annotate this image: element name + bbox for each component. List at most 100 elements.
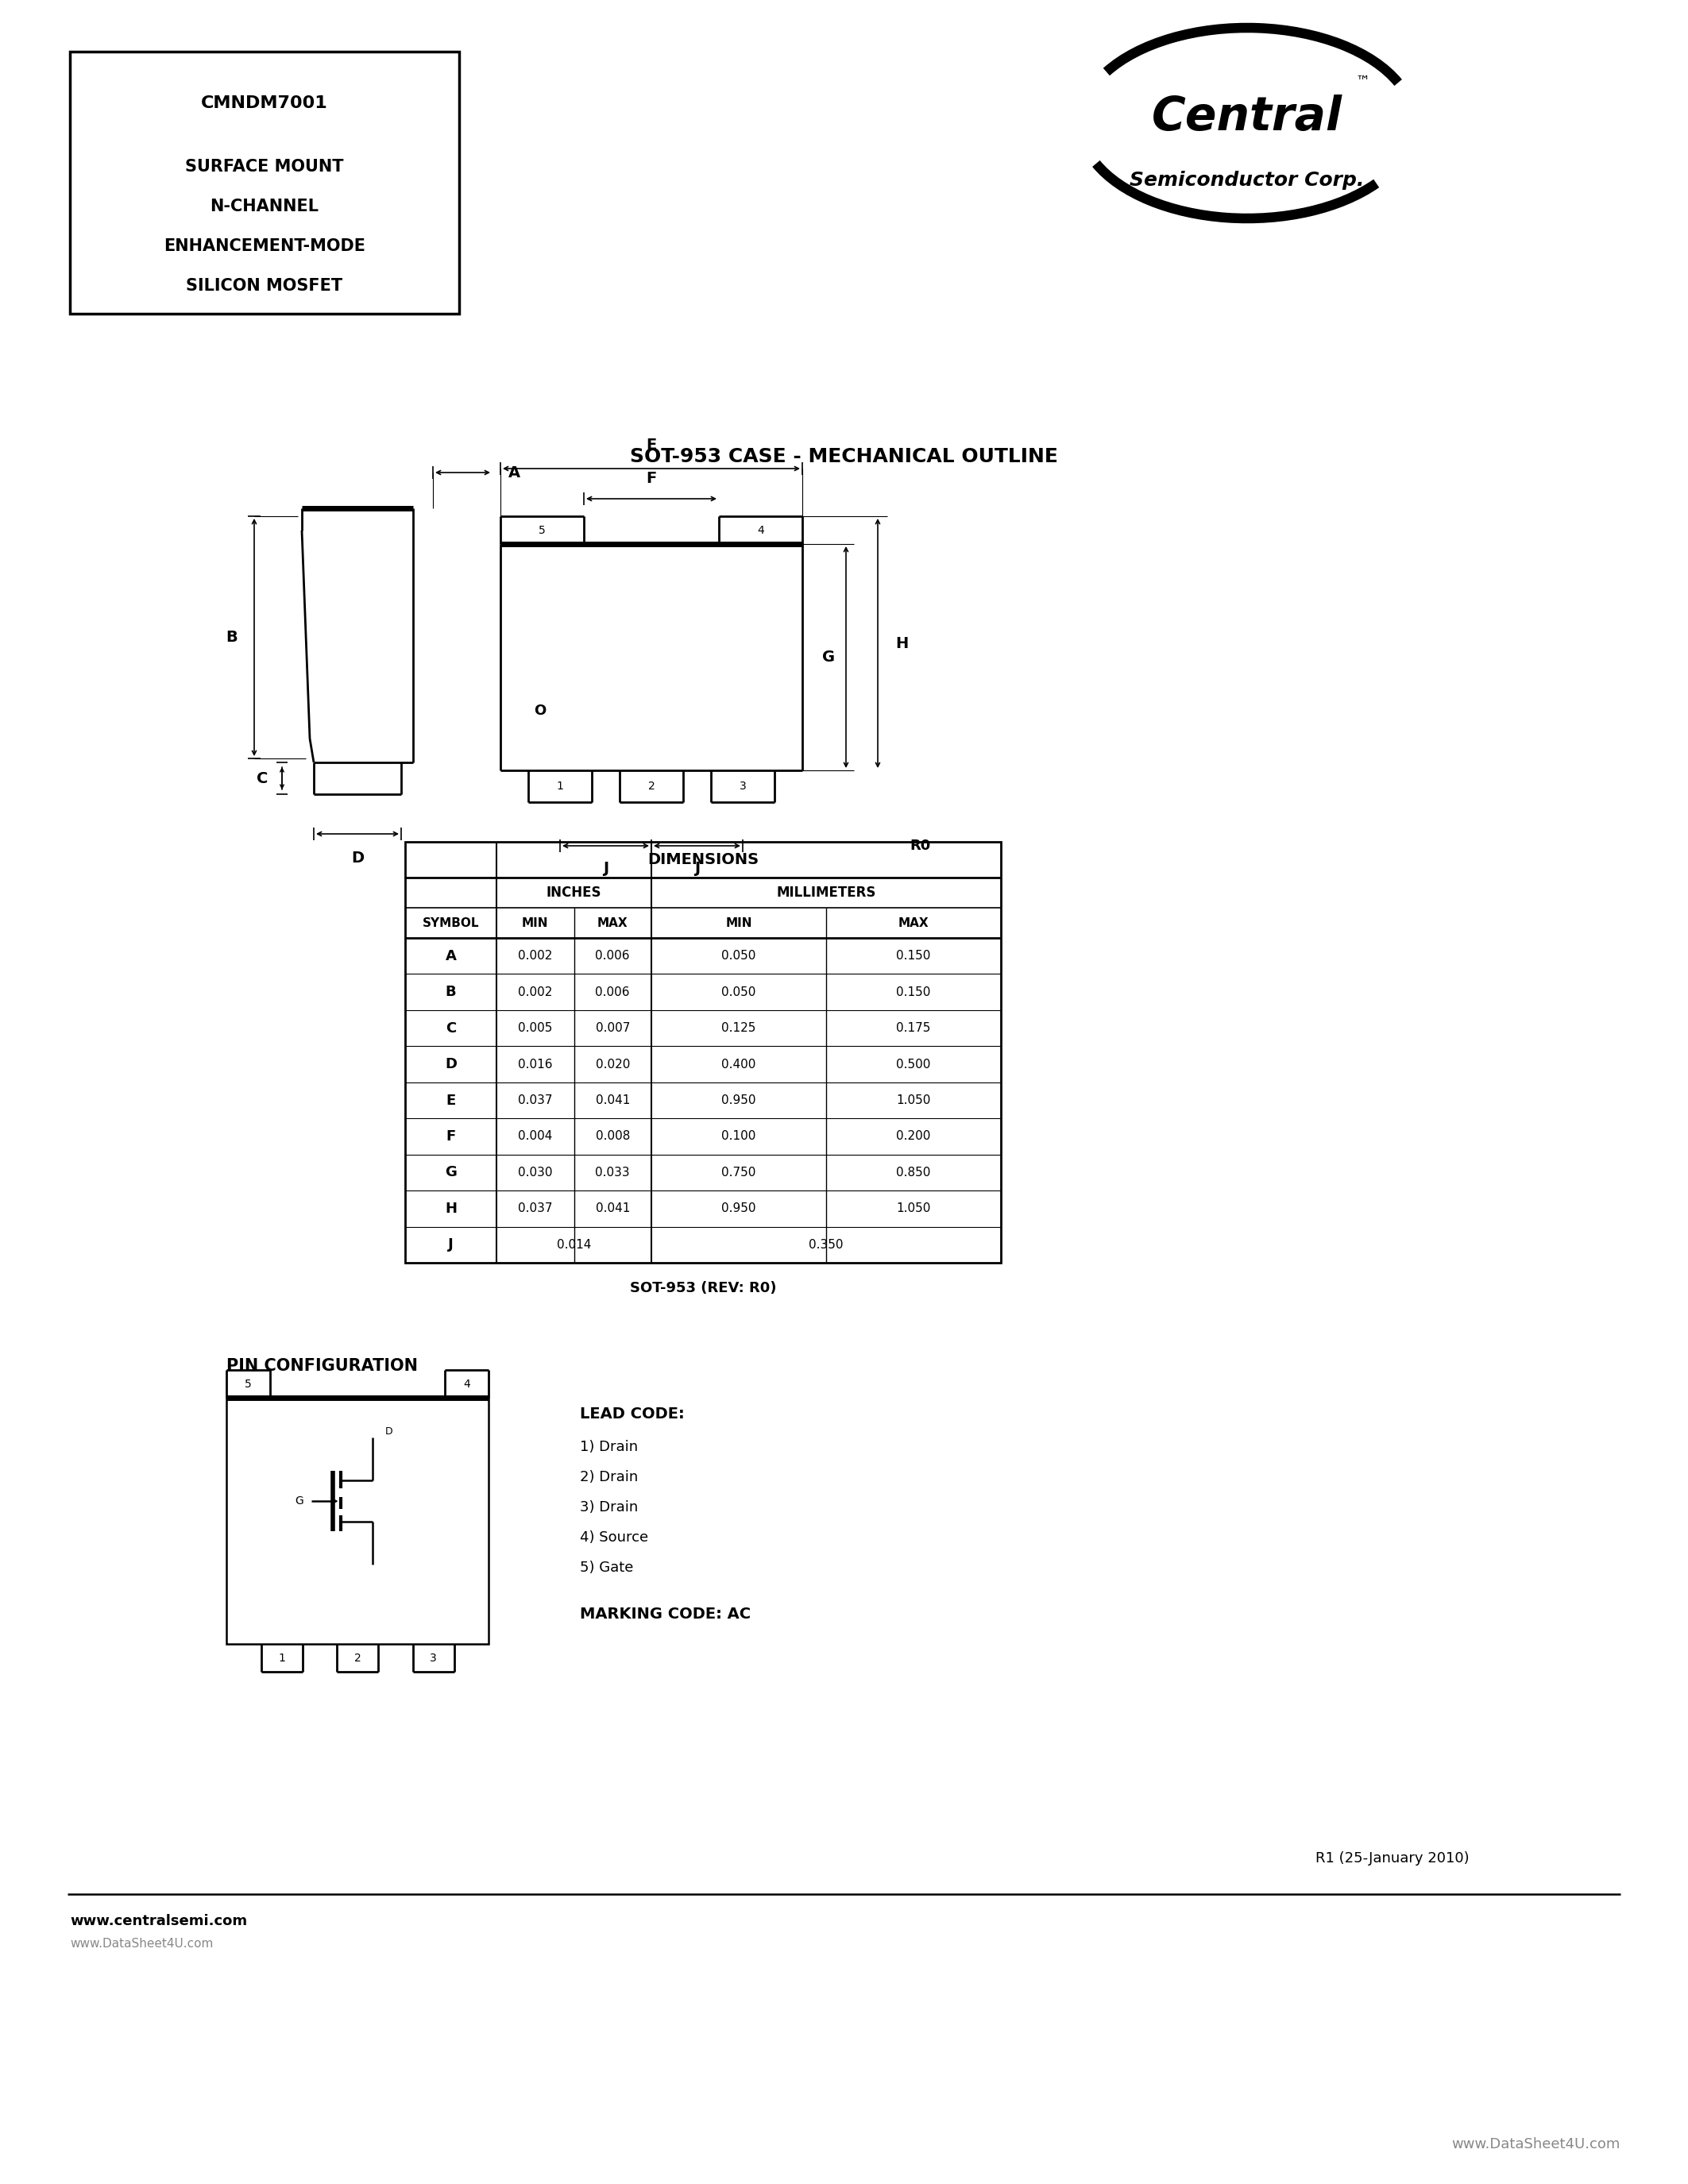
Text: 4) Source: 4) Source [581,1531,648,1544]
Text: J: J [694,860,701,876]
Text: Central: Central [1151,94,1342,140]
Text: MAX: MAX [598,917,628,928]
Text: LEAD CODE:: LEAD CODE: [581,1406,685,1422]
Text: MIN: MIN [726,917,753,928]
Text: www.DataSheet4U.com: www.DataSheet4U.com [69,1937,213,1950]
Text: 4: 4 [758,524,765,535]
Text: 0.050: 0.050 [721,987,756,998]
Text: 0.005: 0.005 [518,1022,552,1033]
Bar [69,52,459,314]
Text: 0.016: 0.016 [518,1059,552,1070]
Text: G: G [446,1166,457,1179]
Text: 2: 2 [354,1653,361,1664]
Text: D: D [385,1426,393,1437]
Text: 0.150: 0.150 [896,987,930,998]
Text: 0.037: 0.037 [518,1203,552,1214]
Text: MARKING CODE: AC: MARKING CODE: AC [581,1605,751,1621]
Text: SOT-953 CASE - MECHANICAL OUTLINE: SOT-953 CASE - MECHANICAL OUTLINE [630,448,1058,465]
Text: 0.175: 0.175 [896,1022,930,1033]
Text: 3) Drain: 3) Drain [581,1500,638,1514]
Text: 0.006: 0.006 [596,950,630,961]
Text: F: F [647,470,657,485]
Text: CMNDM7001: CMNDM7001 [201,96,327,111]
Text: 3: 3 [430,1653,437,1664]
Text: 0.150: 0.150 [896,950,930,961]
Text: J: J [603,860,608,876]
Text: INCHES: INCHES [547,885,601,900]
Text: SOT-953 (REV: R0): SOT-953 (REV: R0) [630,1282,776,1295]
Text: SURFACE MOUNT: SURFACE MOUNT [186,159,344,175]
Text: N-CHANNEL: N-CHANNEL [209,199,319,214]
Text: G: G [295,1496,304,1507]
Text: 0.020: 0.020 [596,1059,630,1070]
Text: PIN CONFIGURATION: PIN CONFIGURATION [226,1358,419,1374]
Text: 2: 2 [648,780,655,793]
Text: 5: 5 [245,1378,252,1389]
Text: 0.050: 0.050 [721,950,756,961]
Text: 2) Drain: 2) Drain [581,1470,638,1485]
Text: J: J [447,1238,454,1251]
Text: A: A [508,465,520,480]
Text: 0.008: 0.008 [596,1131,630,1142]
Text: 0.500: 0.500 [896,1059,930,1070]
Text: 0.200: 0.200 [896,1131,930,1142]
Text: 0.950: 0.950 [721,1203,756,1214]
Text: 1.050: 1.050 [896,1203,930,1214]
Text: D: D [351,850,365,865]
Text: 3: 3 [739,780,746,793]
Text: 0.041: 0.041 [596,1094,630,1107]
Text: www.DataSheet4U.com: www.DataSheet4U.com [1452,2138,1620,2151]
Text: H: H [446,1201,457,1216]
Text: O: O [533,703,547,719]
Text: 1.050: 1.050 [896,1094,930,1107]
Text: 0.007: 0.007 [596,1022,630,1033]
Text: 0.033: 0.033 [596,1166,630,1179]
Text: 0.125: 0.125 [721,1022,756,1033]
Text: 0.030: 0.030 [518,1166,552,1179]
Text: 1: 1 [279,1653,285,1664]
Text: R1 (25-January 2010): R1 (25-January 2010) [1315,1852,1470,1865]
Text: 0.100: 0.100 [721,1131,756,1142]
Text: 0.400: 0.400 [721,1059,756,1070]
Text: 0.850: 0.850 [896,1166,930,1179]
Text: G: G [822,649,836,664]
Text: 0.006: 0.006 [596,987,630,998]
Text: MAX: MAX [898,917,928,928]
Text: B: B [226,629,238,644]
Text: SYMBOL: SYMBOL [422,917,479,928]
Text: 0.037: 0.037 [518,1094,552,1107]
Bar [405,841,1001,1262]
Text: 0.002: 0.002 [518,950,552,961]
Text: C: C [257,771,268,786]
Text: DIMENSIONS: DIMENSIONS [648,852,758,867]
Text: MIN: MIN [522,917,549,928]
Text: D: D [446,1057,457,1072]
Text: 0.750: 0.750 [721,1166,756,1179]
Text: 4: 4 [463,1378,471,1389]
Text: 0.002: 0.002 [518,987,552,998]
Text: E: E [446,1094,456,1107]
Text: 1: 1 [557,780,564,793]
Text: A: A [446,948,456,963]
Text: B: B [446,985,456,1000]
Text: 0.014: 0.014 [557,1238,591,1251]
Text: E: E [647,437,657,452]
Text: 5) Gate: 5) Gate [581,1562,633,1575]
Text: R0: R0 [910,839,930,854]
Text: 0.350: 0.350 [809,1238,844,1251]
Text: F: F [446,1129,456,1144]
Text: MILLIMETERS: MILLIMETERS [776,885,876,900]
Text: C: C [446,1020,456,1035]
Text: 5: 5 [538,524,545,535]
Bar [226,1398,488,1645]
Text: 0.950: 0.950 [721,1094,756,1107]
Text: www.centralsemi.com: www.centralsemi.com [69,1913,246,1928]
Text: ENHANCEMENT-MODE: ENHANCEMENT-MODE [164,238,365,253]
Text: 0.004: 0.004 [518,1131,552,1142]
Text: H: H [895,636,908,651]
Text: Semiconductor Corp.: Semiconductor Corp. [1129,170,1364,190]
Text: SILICON MOSFET: SILICON MOSFET [186,277,343,295]
Text: 0.041: 0.041 [596,1203,630,1214]
Text: 1) Drain: 1) Drain [581,1439,638,1455]
Text: ™: ™ [1355,74,1369,90]
